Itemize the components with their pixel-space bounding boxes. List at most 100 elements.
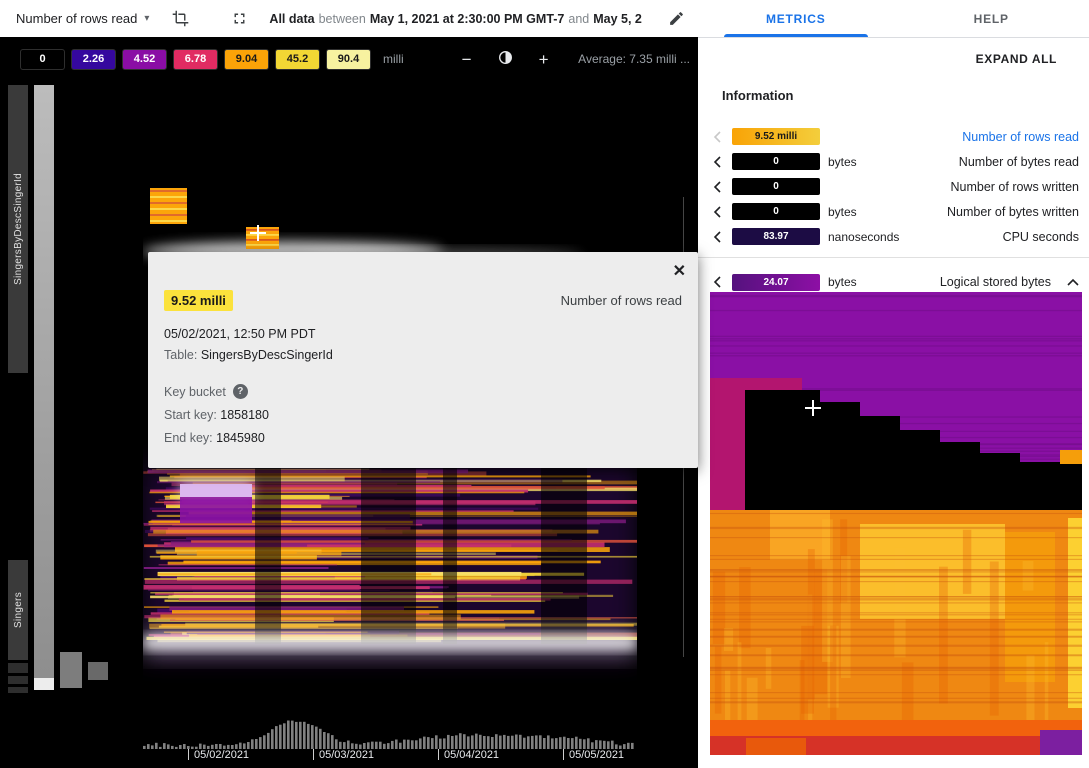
metric-row-number-of-rows-written[interactable]: 0 Number of rows written <box>710 174 1079 199</box>
chevron-left-icon[interactable] <box>710 130 724 143</box>
metric-swatch: 83.97 <box>732 228 820 245</box>
heatmap-canvas[interactable] <box>143 82 638 696</box>
timeline-bars <box>143 720 634 749</box>
minimap-block[interactable] <box>60 652 82 688</box>
popup-end-key-row: End key: 1845980 <box>164 431 682 445</box>
metric-row-cpu-seconds[interactable]: 83.97 nanoseconds CPU seconds <box>710 224 1079 249</box>
y-axis-segment[interactable] <box>8 676 28 684</box>
help-icon[interactable]: ? <box>232 384 248 399</box>
metric-swatch: 24.07 <box>732 273 820 291</box>
toolbar: Number of rows read ▾ All data between May… <box>0 0 698 37</box>
contrast-icon <box>498 51 512 64</box>
zoom-in-button[interactable]: + <box>535 51 553 68</box>
metric-value-chip: 9.52 milli <box>164 290 233 311</box>
metric-unit: nanoseconds <box>828 229 900 244</box>
chevron-left-icon[interactable] <box>710 205 724 218</box>
popup-start-key-row: Start key: 1858180 <box>164 408 682 422</box>
metric-label[interactable]: Number of bytes written <box>947 204 1079 219</box>
chevron-left-icon[interactable] <box>710 180 724 193</box>
timeline-histogram <box>143 713 637 749</box>
preview-heatmap-image <box>710 292 1082 755</box>
chevron-left-icon[interactable] <box>710 276 724 288</box>
y-axis-table-singers[interactable]: Singers <box>8 560 28 660</box>
fullscreen-button[interactable] <box>228 7 251 30</box>
key-range-scrollbar[interactable] <box>34 85 54 690</box>
y-axis-segment[interactable] <box>8 687 28 693</box>
start-key-value: 1858180 <box>220 408 269 422</box>
edit-time-range-button[interactable] <box>665 7 688 30</box>
contrast-button[interactable] <box>494 50 517 68</box>
expand-all-button[interactable]: EXPAND ALL <box>970 51 1063 67</box>
range-and-word: and <box>568 11 590 26</box>
chevron-left-icon[interactable] <box>710 155 724 168</box>
metric-unit: bytes <box>828 275 857 289</box>
tab-help[interactable]: HELP <box>894 0 1089 37</box>
heatmap-detail-popup: ✕ 9.52 milli Number of rows read 05/02/2… <box>148 252 698 468</box>
tick-mark <box>438 749 439 760</box>
x-axis-date-label: 05/02/2021 <box>194 749 250 761</box>
metric-swatch: 0 <box>732 178 820 195</box>
minimap-block[interactable] <box>88 662 108 680</box>
legend-swatch: 0 <box>20 48 65 70</box>
heatmap-image <box>143 188 638 660</box>
tab-metrics[interactable]: METRICS <box>698 0 894 37</box>
metric-swatch: 0 <box>732 153 820 170</box>
legend-swatch: 6.78 <box>173 48 218 70</box>
metric-label[interactable]: Logical stored bytes <box>939 275 1051 289</box>
end-key-label: End key: <box>164 431 213 445</box>
chevron-left-icon[interactable] <box>710 230 724 243</box>
metric-label[interactable]: Number of bytes read <box>958 154 1079 169</box>
metric-row-number-of-rows-read[interactable]: 9.52 milli Number of rows read <box>710 124 1079 149</box>
metric-swatch: 0 <box>732 203 820 220</box>
tick-mark <box>313 749 314 760</box>
range-start: May 1, 2021 at 2:30:00 PM GMT-7 <box>369 11 565 26</box>
legend-swatch: 9.04 <box>224 48 269 70</box>
metric-row-number-of-bytes-written[interactable]: 0 bytes Number of bytes written <box>710 199 1079 224</box>
y-axis-table-singersbydescsingerid[interactable]: SingersByDescSingerId <box>8 85 28 373</box>
crop-button[interactable] <box>169 7 192 30</box>
average-label: Average: 7.35 milli ... <box>578 52 690 66</box>
popup-value-row: 9.52 milli Number of rows read <box>164 290 682 311</box>
metric-row-number-of-bytes-read[interactable]: 0 bytes Number of bytes read <box>710 149 1079 174</box>
chevron-up-icon[interactable] <box>1067 278 1079 286</box>
tick-mark <box>188 749 189 760</box>
table-name: SingersByDescSingerId <box>200 348 333 362</box>
range-prefix: All data <box>269 11 315 26</box>
metric-label[interactable]: Number of rows written <box>950 179 1079 194</box>
section-title: Information <box>722 88 794 103</box>
metric-row-logical-stored-bytes[interactable]: 24.07 bytes Logical stored bytes <box>710 267 1079 297</box>
close-icon[interactable]: ✕ <box>671 259 688 283</box>
metric-unit: bytes <box>828 204 857 219</box>
x-axis-date-label: 05/03/2021 <box>319 749 375 761</box>
metric-list: 9.52 milli Number of rows read 0 bytes N… <box>698 124 1089 297</box>
metric-swatch: 9.52 milli <box>732 128 820 145</box>
legend-swatch: 45.2 <box>275 48 320 70</box>
x-axis-dates: 05/02/2021 05/03/2021 05/04/2021 05/05/2… <box>143 749 683 765</box>
panel-tabs: METRICS HELP <box>698 0 1089 38</box>
tab-metrics-label: METRICS <box>765 11 826 26</box>
metric-preview-heatmap[interactable] <box>710 292 1082 755</box>
tick-mark <box>563 749 564 760</box>
y-axis-label: Singers <box>12 591 24 628</box>
y-axis-segment[interactable] <box>8 663 28 673</box>
legend-swatch: 90.4 <box>326 48 371 70</box>
x-axis-date: 05/03/2021 <box>313 749 374 761</box>
time-range-label: All data between May 1, 2021 at 2:30:00 PM… <box>269 12 641 26</box>
zoom-out-button[interactable]: − <box>458 51 476 68</box>
x-axis-date-label: 05/05/2021 <box>569 749 625 761</box>
metric-selector-dropdown[interactable]: Number of rows read ▾ <box>16 11 149 26</box>
x-axis-date: 05/02/2021 <box>188 749 249 761</box>
scrollbar-end-cap <box>34 678 54 690</box>
metric-label[interactable]: CPU seconds <box>1002 229 1079 244</box>
metrics-panel: METRICS HELP EXPAND ALL Information 9.52… <box>698 0 1089 768</box>
metric-label[interactable]: Number of rows read <box>962 129 1079 144</box>
legend-swatch: 4.52 <box>122 48 167 70</box>
popup-timestamp: 05/02/2021, 12:50 PM PDT <box>164 327 316 341</box>
heatmap-workspace: 0 2.26 4.52 6.78 9.04 45.2 90.4 milli − … <box>0 37 698 768</box>
legend-unit-label: milli <box>383 52 404 66</box>
metric-selector-label: Number of rows read <box>16 11 138 26</box>
y-axis-label: SingersByDescSingerId <box>12 173 24 285</box>
popup-table-row: Table: SingersByDescSingerId <box>164 348 682 362</box>
start-key-label: Start key: <box>164 408 217 422</box>
chevron-down-icon: ▾ <box>144 13 150 24</box>
